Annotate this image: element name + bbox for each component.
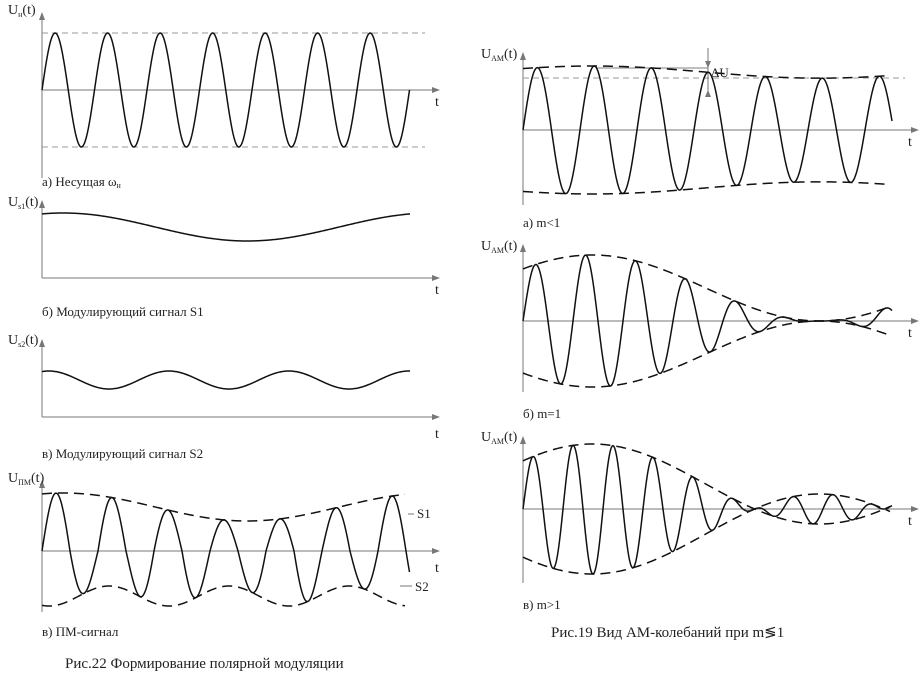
s1-x-label: t [435,283,439,298]
pm-x-label: t [435,561,439,576]
am1-wave [522,65,893,195]
s1-x-arrow [432,275,440,281]
s1-caption: б) Модулирующий сигнал S1 [42,304,204,319]
carrier-x-label: t [435,95,439,110]
am3-caption: в) m>1 [523,597,561,612]
am1-y-arrow [520,52,526,60]
am1-delta-label: ΔU [711,65,729,80]
s2-x-label: t [435,427,439,442]
s2-caption: в) Модулирующий сигнал S2 [42,446,203,461]
am1-envelope-top [522,65,891,79]
am2-caption: б) m=1 [523,406,561,421]
am1-envelope-bottom [522,181,891,195]
s1-y-arrow [39,200,45,208]
panel-am-m-equal-1: UAM(t) t б) m=1 [481,239,919,421]
am2-x-label: t [908,326,912,341]
panel-pm-signal: UПМ(t) t S1 S2 в) ПМ-сигнал [8,471,440,639]
s1-wave [41,212,411,242]
pm-x-arrow [432,548,440,554]
s2-y-label: Us2(t) [8,333,39,349]
am1-delta-arrow-top [705,61,711,68]
am1-x-arrow [911,127,919,133]
pm-s1-label: S1 [417,506,431,521]
pm-y-arrow [39,480,45,488]
am1-y-label: UAM(t) [481,47,518,63]
am2-y-arrow [520,244,526,252]
am1-caption: а) m<1 [523,215,560,230]
pm-s2-label: S2 [415,579,429,594]
carrier-wave [41,32,411,148]
carrier-caption: а) Несущая ωн [42,174,122,190]
carrier-y-arrow [39,12,45,20]
carrier-y-label: Uн(t) [8,3,36,19]
panel-carrier: Uн(t) t а) Несущая ωн [8,3,440,190]
am2-envelope-bottom [522,320,891,388]
am2-envelope-top [522,254,891,322]
panel-am-m-less-1: UAM(t) t ΔU а) m<1 [481,47,919,230]
am3-x-label: t [908,514,912,529]
s2-wave [41,370,411,390]
am3-y-label: UAM(t) [481,430,518,446]
panel-mod-s2: Us2(t) t в) Модулирующий сигнал S2 [8,333,440,461]
am3-envelope-top [522,443,891,525]
left-figure-caption: Рис.22 Формирование полярной модуляции [65,656,344,672]
am2-wave [522,254,893,387]
carrier-x-arrow [432,87,440,93]
pm-envelope-s1 [41,492,406,522]
pm-caption: в) ПМ-сигнал [42,624,119,639]
panel-mod-s1: Us1(t) t б) Модулирующий сигнал S1 [8,195,440,319]
am1-x-label: t [908,135,912,150]
am1-delta-arrow-bottom [705,90,711,97]
s1-y-label: Us1(t) [8,195,39,211]
am3-y-arrow [520,436,526,444]
panel-am-m-greater-1: UAM(t) t в) m>1 [481,430,919,612]
pm-y-label: UПМ(t) [8,471,45,487]
am2-y-label: UAM(t) [481,239,518,255]
am3-envelope-bottom [522,493,891,575]
am3-x-arrow [911,506,919,512]
s2-x-arrow [432,414,440,420]
pm-wave [41,492,411,603]
right-figure-caption: Рис.19 Вид АМ-колебаний при m≶1 [551,625,784,641]
am2-x-arrow [911,318,919,324]
pm-envelope-s2 [41,585,406,607]
am3-wave [522,444,893,575]
s2-y-arrow [39,339,45,347]
